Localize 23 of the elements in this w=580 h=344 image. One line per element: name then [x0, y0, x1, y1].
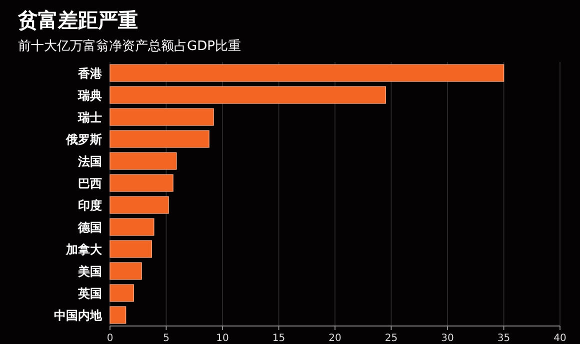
category-label: 巴西	[78, 176, 102, 190]
category-label: 瑞士	[78, 110, 102, 124]
category-label: 英国	[78, 286, 102, 300]
title: 贫富差距严重	[18, 8, 138, 32]
tick-label: 25	[384, 333, 398, 344]
tick-label: 10	[216, 333, 229, 344]
tick-label: 20	[328, 333, 342, 344]
tick-label: 30	[441, 333, 454, 344]
category-label: 中国内地	[54, 308, 102, 322]
category-label: 美国	[78, 264, 102, 278]
category-label: 香港	[78, 66, 102, 80]
tick-label: 5	[163, 333, 170, 344]
category-label: 瑞典	[78, 88, 102, 102]
category-label: 德国	[78, 220, 102, 234]
tick-label: 0	[106, 333, 114, 344]
subtitle: 前十大亿万富翁净资产总额占GDP比重	[18, 39, 241, 54]
category-label: 印度	[78, 198, 102, 212]
category-label: 加拿大	[66, 242, 102, 256]
category-label: 俄罗斯	[66, 132, 102, 146]
tick-label: 40	[554, 333, 566, 344]
tick-label: 15	[272, 333, 286, 344]
tick-label: 35	[497, 333, 510, 344]
category-label: 法国	[78, 154, 102, 168]
